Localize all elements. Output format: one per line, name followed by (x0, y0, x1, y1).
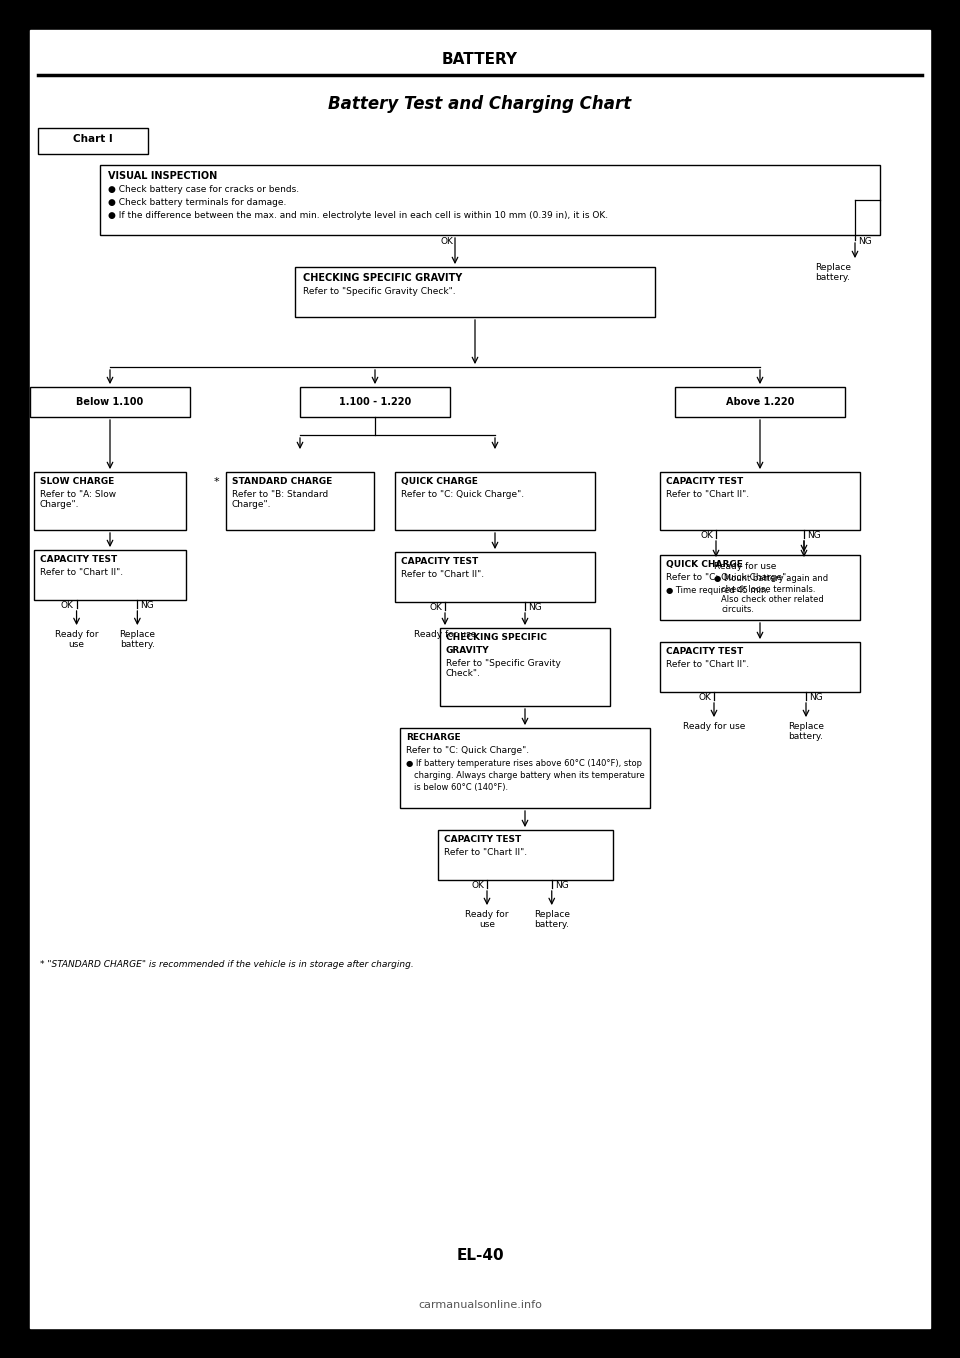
Text: Also check other related: Also check other related (721, 595, 824, 604)
Text: CHECKING SPECIFIC GRAVITY: CHECKING SPECIFIC GRAVITY (303, 273, 463, 282)
Text: ● Check battery case for cracks or bends.: ● Check battery case for cracks or bends… (108, 185, 300, 194)
Bar (30, 387, 190, 417)
Text: SLOW CHARGE: SLOW CHARGE (40, 477, 114, 486)
Bar (440, 627, 610, 706)
Text: GRAVITY: GRAVITY (446, 646, 490, 655)
Text: CAPACITY TEST: CAPACITY TEST (401, 557, 478, 566)
Bar (660, 473, 860, 530)
Text: ● If the difference between the max. and min. electrolyte level in each cell is : ● If the difference between the max. and… (108, 210, 608, 220)
Text: charging. Always charge battery when its temperature: charging. Always charge battery when its… (414, 771, 645, 779)
Text: QUICK CHARGE: QUICK CHARGE (401, 477, 478, 486)
Bar (660, 555, 860, 621)
Text: EL-40: EL-40 (456, 1248, 504, 1263)
Text: Refer to "Specific Gravity Check".: Refer to "Specific Gravity Check". (303, 287, 456, 296)
Text: CAPACITY TEST: CAPACITY TEST (666, 646, 743, 656)
Text: OK: OK (698, 693, 711, 702)
Text: Ready for
use: Ready for use (55, 630, 98, 649)
Text: Refer to "C: Quick Charge".: Refer to "C: Quick Charge". (666, 573, 789, 583)
Text: Refer to "B: Standard
Charge".: Refer to "B: Standard Charge". (232, 490, 328, 509)
Text: NG: NG (858, 238, 872, 246)
Text: CHECKING SPECIFIC: CHECKING SPECIFIC (446, 633, 547, 642)
Text: Ready for use: Ready for use (683, 722, 745, 731)
Text: ● Time required 45 min.: ● Time required 45 min. (666, 587, 769, 595)
Bar (395, 473, 595, 530)
Text: BATTERY: BATTERY (442, 52, 518, 67)
Text: OK: OK (471, 881, 484, 889)
Text: carmanualsonline.info: carmanualsonline.info (418, 1300, 542, 1310)
Text: OK: OK (429, 603, 442, 612)
Text: 1.100 - 1.220: 1.100 - 1.220 (339, 397, 411, 407)
Bar (300, 387, 450, 417)
Text: OK: OK (700, 531, 713, 540)
Text: Refer to "Chart II".: Refer to "Chart II". (40, 568, 123, 577)
Bar (100, 166, 880, 235)
Bar (660, 642, 860, 693)
Text: Refer to "C: Quick Charge".: Refer to "C: Quick Charge". (401, 490, 524, 498)
Bar (438, 830, 613, 880)
Text: Refer to "Chart II".: Refer to "Chart II". (444, 847, 527, 857)
Bar (675, 387, 845, 417)
Text: Above 1.220: Above 1.220 (726, 397, 794, 407)
Text: Refer to "A: Slow
Charge".: Refer to "A: Slow Charge". (40, 490, 116, 509)
Text: NG: NG (807, 531, 821, 540)
Text: STANDARD CHARGE: STANDARD CHARGE (232, 477, 332, 486)
Text: Refer to "Chart II".: Refer to "Chart II". (401, 570, 484, 579)
Text: NG: NG (555, 881, 568, 889)
Text: Battery Test and Charging Chart: Battery Test and Charging Chart (328, 95, 632, 113)
Text: *: * (214, 477, 220, 488)
Text: Ready for use: Ready for use (714, 562, 777, 570)
Text: Below 1.100: Below 1.100 (77, 397, 144, 407)
Bar (34, 473, 186, 530)
Text: Refer to "Chart II".: Refer to "Chart II". (666, 490, 749, 498)
Text: NG: NG (140, 602, 155, 610)
Text: Ready for use: Ready for use (414, 630, 476, 640)
Text: Replace
battery.: Replace battery. (534, 910, 569, 929)
Text: Ready for
use: Ready for use (466, 910, 509, 929)
Bar (295, 268, 655, 316)
Text: CAPACITY TEST: CAPACITY TEST (40, 555, 117, 564)
Text: Refer to "Specific Gravity
Check".: Refer to "Specific Gravity Check". (446, 659, 561, 679)
Text: OK: OK (440, 238, 453, 246)
Text: check loose terminals.: check loose terminals. (721, 585, 815, 593)
Text: CAPACITY TEST: CAPACITY TEST (444, 835, 521, 845)
Bar (400, 728, 650, 808)
Text: Chart I: Chart I (73, 134, 113, 144)
Text: NG: NG (528, 603, 541, 612)
Text: Replace
battery.: Replace battery. (119, 630, 156, 649)
Bar (226, 473, 374, 530)
Text: ● Check battery terminals for damage.: ● Check battery terminals for damage. (108, 198, 286, 206)
Bar (38, 128, 148, 153)
Text: NG: NG (809, 693, 823, 702)
Text: Replace
battery.: Replace battery. (788, 722, 824, 741)
Text: CAPACITY TEST: CAPACITY TEST (666, 477, 743, 486)
Bar (395, 551, 595, 602)
Text: OK: OK (60, 602, 74, 610)
Text: RECHARGE: RECHARGE (406, 733, 461, 741)
Text: Refer to "C: Quick Charge".: Refer to "C: Quick Charge". (406, 746, 529, 755)
Text: is below 60°C (140°F).: is below 60°C (140°F). (414, 784, 508, 792)
Text: ● Mount battery again and: ● Mount battery again and (714, 574, 828, 583)
Text: VISUAL INSPECTION: VISUAL INSPECTION (108, 171, 217, 181)
Text: QUICK CHARGE: QUICK CHARGE (666, 559, 743, 569)
Text: Refer to "Chart II".: Refer to "Chart II". (666, 660, 749, 669)
Text: ● If battery temperature rises above 60°C (140°F), stop: ● If battery temperature rises above 60°… (406, 759, 642, 769)
Text: circuits.: circuits. (721, 606, 754, 614)
Text: * "STANDARD CHARGE" is recommended if the vehicle is in storage after charging.: * "STANDARD CHARGE" is recommended if th… (40, 960, 414, 970)
Bar (34, 550, 186, 600)
Text: Replace
battery.: Replace battery. (815, 263, 851, 282)
